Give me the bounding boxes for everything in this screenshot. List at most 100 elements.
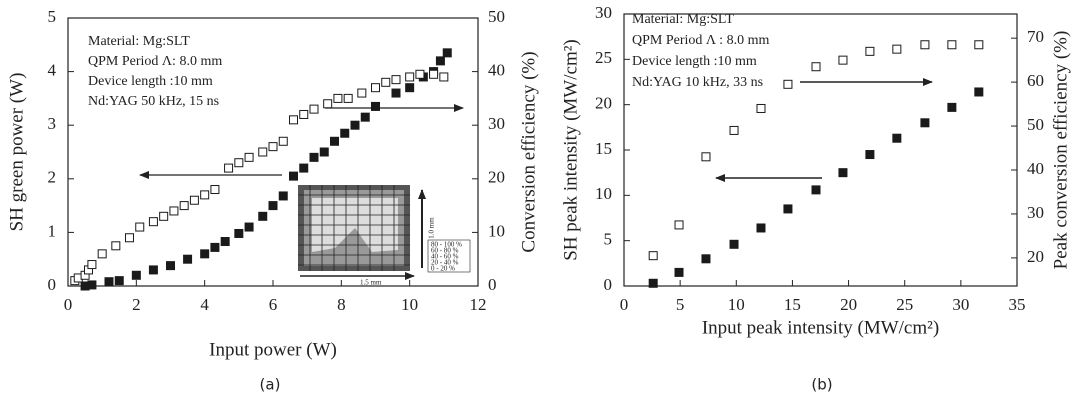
marker bbox=[115, 277, 123, 285]
marker bbox=[334, 94, 342, 102]
marker bbox=[126, 234, 134, 242]
marker bbox=[812, 186, 820, 194]
x-tick-label: 10 bbox=[728, 295, 745, 314]
marker bbox=[675, 221, 683, 229]
marker bbox=[324, 100, 332, 108]
marker bbox=[160, 212, 168, 220]
marker bbox=[201, 191, 209, 199]
y2-axis-title: Peak conversion efficiency (%) bbox=[1050, 31, 1071, 270]
marker bbox=[105, 278, 113, 286]
marker bbox=[300, 110, 308, 118]
marker bbox=[245, 223, 253, 231]
y-tick-label: 0 bbox=[604, 275, 613, 294]
x-tick-label: 5 bbox=[676, 295, 685, 314]
marker bbox=[757, 224, 765, 232]
y2-axis-title: Conversion efficiency (%) bbox=[518, 51, 539, 252]
x-tick-label: 30 bbox=[952, 295, 969, 314]
inset-label: 1.5 mm bbox=[360, 279, 382, 287]
y-tick-label: 5 bbox=[48, 7, 57, 26]
marker bbox=[975, 41, 983, 49]
x-tick-label: 15 bbox=[784, 295, 801, 314]
x-tick-label: 20 bbox=[840, 295, 857, 314]
marker bbox=[344, 94, 352, 102]
marker bbox=[392, 76, 400, 84]
marker bbox=[839, 169, 847, 177]
marker bbox=[259, 212, 267, 220]
marker bbox=[382, 78, 390, 86]
marker bbox=[893, 45, 901, 53]
marker bbox=[167, 262, 175, 270]
marker bbox=[170, 207, 178, 215]
marker bbox=[279, 192, 287, 200]
marker bbox=[975, 88, 983, 96]
marker bbox=[136, 223, 144, 231]
marker bbox=[320, 148, 328, 156]
marker bbox=[358, 89, 366, 97]
marker bbox=[839, 56, 847, 64]
inset-label: 0 - 20 % bbox=[431, 265, 455, 273]
x-axis-title: Input power (W) bbox=[209, 339, 337, 360]
x-tick-label: 2 bbox=[132, 295, 141, 314]
x-tick-label: 8 bbox=[337, 295, 346, 314]
marker bbox=[269, 202, 277, 210]
marker bbox=[351, 121, 359, 129]
y2-tick-label: 50 bbox=[488, 7, 505, 26]
y-axis-title: SH peak intensity (MW/cm²) bbox=[560, 39, 581, 261]
marker bbox=[436, 57, 444, 65]
y-tick-label: 1 bbox=[48, 221, 57, 240]
y-tick-label: 20 bbox=[595, 94, 612, 113]
marker bbox=[180, 202, 188, 210]
marker bbox=[98, 250, 106, 258]
marker bbox=[392, 89, 400, 97]
marker bbox=[361, 113, 369, 121]
marker bbox=[948, 103, 956, 111]
annotation: Device length :10 mm bbox=[632, 54, 757, 69]
page: 02468101201234501020304050Input power (W… bbox=[0, 0, 1079, 399]
marker bbox=[88, 261, 96, 269]
annotation: Material: Mg:SLT bbox=[632, 12, 734, 27]
figure: 02468101201234501020304050Input power (W… bbox=[0, 0, 1079, 399]
y-tick-label: 5 bbox=[604, 230, 613, 249]
marker bbox=[190, 196, 198, 204]
marker bbox=[310, 153, 318, 161]
annotation: Device length :10 mm bbox=[88, 74, 213, 89]
marker bbox=[225, 164, 233, 172]
marker bbox=[279, 137, 287, 145]
caption: (a) bbox=[260, 376, 281, 394]
annotation: QPM Period Λ: 8.0 mm bbox=[88, 54, 222, 69]
marker bbox=[921, 119, 929, 127]
x-tick-label: 10 bbox=[401, 295, 418, 314]
marker bbox=[331, 137, 339, 145]
marker bbox=[245, 153, 253, 161]
marker bbox=[866, 151, 874, 159]
marker bbox=[341, 129, 349, 137]
inset-label: 1.0 mm bbox=[428, 217, 436, 239]
marker bbox=[221, 238, 229, 246]
marker bbox=[290, 172, 298, 180]
marker bbox=[149, 266, 157, 274]
y2-tick-label: 20 bbox=[488, 168, 505, 187]
x-tick-label: 35 bbox=[1009, 295, 1026, 314]
marker bbox=[784, 80, 792, 88]
marker bbox=[921, 41, 929, 49]
marker bbox=[893, 134, 901, 142]
marker bbox=[372, 84, 380, 92]
marker bbox=[430, 70, 438, 78]
marker bbox=[149, 218, 157, 226]
y2-tick-label: 40 bbox=[488, 61, 505, 80]
x-axis-title: Input peak intensity (MW/cm²) bbox=[702, 317, 939, 338]
y-tick-label: 15 bbox=[595, 139, 612, 158]
y2-tick-label: 30 bbox=[1027, 203, 1044, 222]
marker bbox=[702, 153, 710, 161]
marker bbox=[440, 73, 448, 81]
y2-tick-label: 0 bbox=[488, 275, 497, 294]
y-tick-label: 30 bbox=[595, 3, 612, 22]
marker bbox=[812, 63, 820, 71]
caption: (b) bbox=[811, 376, 832, 394]
y2-tick-label: 20 bbox=[1027, 247, 1044, 266]
y2-tick-label: 30 bbox=[488, 114, 505, 133]
marker bbox=[88, 281, 96, 289]
marker bbox=[406, 84, 414, 92]
y-tick-label: 25 bbox=[595, 48, 612, 67]
marker bbox=[269, 143, 277, 151]
